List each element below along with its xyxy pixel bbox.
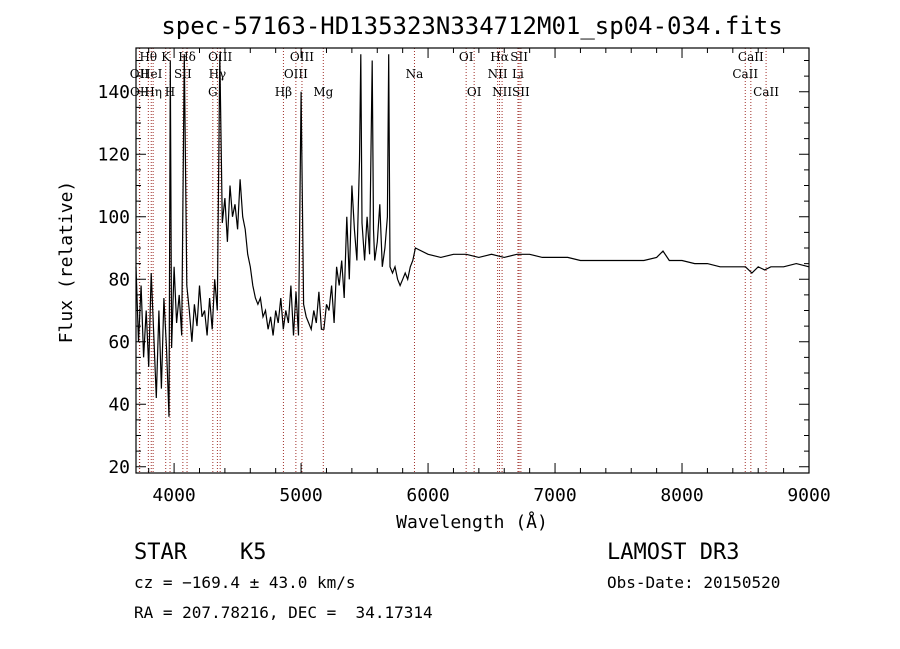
line-label-24: SII: [512, 85, 530, 99]
line-label-0: Hθ: [139, 50, 157, 64]
line-label-17: OI: [459, 50, 474, 64]
line-label-23: Li: [512, 67, 524, 81]
line-label-1: OII: [130, 67, 150, 81]
x-axis-label: Wavelength (Å): [396, 511, 548, 533]
redshift-velocity: cz = −169.4 ± 43.0 km/s: [134, 573, 356, 592]
line-label-26: CaII: [732, 67, 758, 81]
y-axis-ticks: 20 40 60 80 100 120 140: [97, 60, 809, 478]
plot-frame: [135, 47, 810, 474]
emission-line-markers: [138, 48, 767, 473]
x-tick-label-0: 4000: [152, 485, 195, 506]
line-label-8: Hδ: [178, 50, 196, 64]
x-tick-label-2: 6000: [406, 485, 449, 506]
line-label-6: SII: [174, 67, 192, 81]
y-tick-label-5: 120: [97, 144, 130, 165]
line-label-4: Hη: [144, 85, 162, 99]
line-label-21: NII: [492, 85, 512, 99]
chart-title: spec-57163-HD135323N334712M01_sp04-034.f…: [161, 12, 782, 40]
line-label-3: HeI: [140, 67, 163, 81]
spectrum-line: [135, 54, 810, 417]
y-tick-label-3: 80: [108, 269, 130, 290]
line-label-22: SII: [510, 50, 528, 64]
line-label-14: OIII: [284, 67, 308, 81]
line-label-5: K: [161, 50, 171, 64]
line-label-20: NII: [488, 67, 508, 81]
sky-coordinates: RA = 207.78216, DEC = 34.17314: [134, 603, 433, 622]
survey-name: LAMOST DR3: [607, 540, 740, 565]
line-label-25: CaII: [738, 50, 764, 64]
y-tick-label-6: 140: [97, 82, 130, 103]
y-tick-label-2: 60: [108, 332, 130, 353]
x-axis-ticks: 4000 5000 6000 7000 8000 9000: [148, 48, 831, 506]
line-label-13: OIII: [290, 50, 314, 64]
line-label-11: G: [208, 85, 218, 99]
observation-date: Obs-Date: 20150520: [607, 573, 781, 592]
y-axis-label: Flux (relative): [56, 181, 77, 344]
x-tick-label-4: 8000: [660, 485, 703, 506]
x-tick-label-5: 9000: [787, 485, 830, 506]
y-tick-label-0: 20: [108, 457, 130, 478]
line-label-18: OI: [467, 85, 482, 99]
object-class: STAR: [134, 540, 187, 565]
x-tick-label-1: 5000: [279, 485, 322, 506]
line-label-19: Hα: [490, 50, 509, 64]
line-label-27: CaII: [753, 85, 779, 99]
y-tick-label-4: 100: [97, 207, 130, 228]
object-subclass: K5: [240, 540, 267, 565]
y-tick-label-1: 40: [108, 394, 130, 415]
line-label-10: Hγ: [209, 67, 227, 81]
line-label-16: Na: [406, 67, 424, 81]
line-label-12: Hβ: [275, 85, 292, 99]
x-tick-label-3: 7000: [533, 485, 576, 506]
line-label-15: Mg: [313, 85, 333, 99]
